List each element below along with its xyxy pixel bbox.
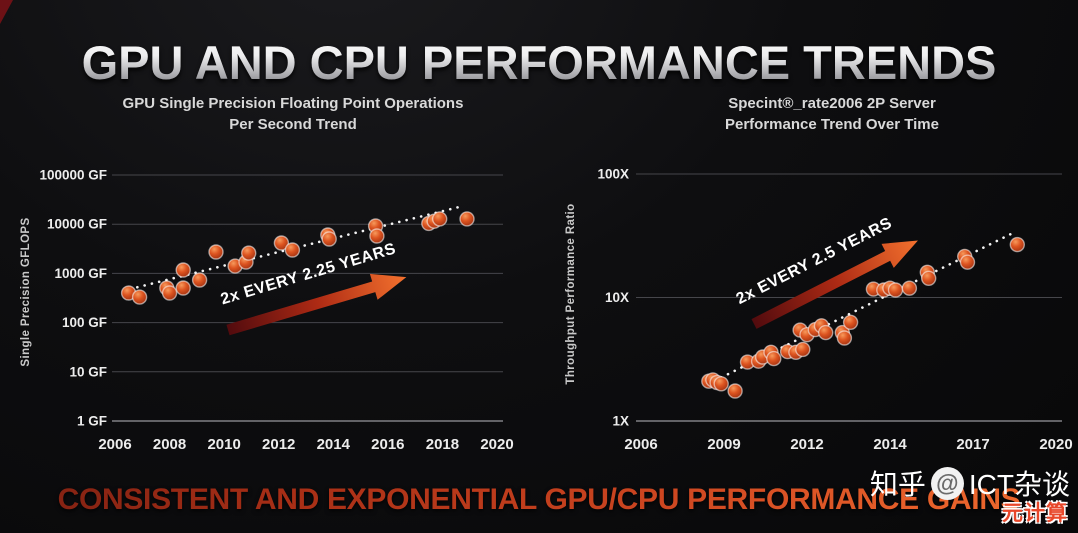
cpu-x-axis-labels: 2006 2009 2012 2014 2017 2020: [624, 436, 1072, 453]
data-point: [369, 228, 385, 244]
x-tick-label: 2006: [624, 436, 657, 453]
arrow-shape: [751, 240, 918, 329]
y-tick-label: 10000 GF: [47, 217, 107, 232]
watermark-handle: ICT杂谈: [968, 469, 1070, 500]
x-tick-label: 2020: [1039, 436, 1072, 453]
data-point: [842, 314, 859, 331]
cpu-chart-title-line2: Performance Trend Over Time: [725, 116, 939, 133]
arrow-shape: [226, 273, 407, 336]
x-tick-label: 2008: [153, 436, 186, 453]
data-point: [175, 262, 191, 278]
data-point: [208, 244, 224, 260]
x-tick-label: 2020: [480, 436, 513, 453]
page-title: GPU AND CPU PERFORMANCE TRENDS: [0, 32, 1078, 94]
x-tick-label: 2014: [873, 436, 907, 453]
x-tick-label: 2006: [98, 436, 131, 453]
data-point: [887, 282, 904, 298]
watermark-sub: 元计算: [1002, 502, 1068, 525]
x-tick-label: 2012: [790, 436, 823, 453]
corner-accent-triangle: [0, 0, 13, 24]
gpu-x-axis-labels: 2006 2008 2010 2012 2014 2016 2018 2020: [98, 436, 513, 453]
data-point: [240, 245, 257, 261]
data-point: [766, 350, 782, 367]
x-tick-label: 2018: [426, 436, 459, 453]
y-tick-label: 1X: [612, 414, 629, 429]
data-point: [959, 254, 976, 270]
cpu-chart-plot: 100X 10X 1X 2x EVERY 2.5 YEARS 2006 2009 201…: [597, 167, 1072, 454]
data-point: [321, 231, 337, 247]
x-tick-label: 2010: [207, 436, 240, 453]
gpu-chart-title-line2: Per Second Trend: [229, 116, 357, 133]
y-tick-label: 100X: [597, 167, 629, 182]
data-point: [459, 211, 475, 227]
at-glyph: @: [936, 469, 959, 496]
data-point: [273, 235, 290, 251]
data-point: [836, 330, 853, 346]
gpu-data-points: [120, 211, 475, 305]
data-point: [284, 242, 301, 258]
cpu-gridlines: 100X 10X 1X: [597, 167, 1062, 429]
data-point: [175, 280, 191, 296]
x-tick-label: 2012: [262, 436, 295, 453]
cpu-growth-arrow: 2x EVERY 2.5 YEARS: [734, 215, 918, 329]
y-tick-label: 1 GF: [77, 414, 107, 429]
data-point: [713, 376, 729, 392]
zhihu-at-icon: @: [930, 466, 964, 500]
data-point: [921, 270, 937, 287]
data-point: [795, 341, 811, 358]
x-tick-label: 2017: [956, 436, 989, 453]
data-point: [432, 211, 448, 227]
x-tick-label: 2009: [707, 436, 740, 453]
y-tick-label: 10 GF: [69, 364, 107, 379]
data-point: [161, 285, 178, 301]
gpu-trend-line: [128, 205, 463, 291]
trend-dotted-line: [128, 205, 463, 291]
watermark: 知乎 @ ICT杂谈: [870, 463, 1070, 503]
data-point: [191, 272, 208, 288]
x-tick-label: 2014: [317, 436, 351, 453]
data-point: [1009, 236, 1025, 253]
gpu-gridlines: 100000 GF 10000 GF 1000 GF 100 GF 10 GF 1 GF: [39, 168, 503, 429]
cpu-chart-title: Specint®_rate2006 2P Server Performance …: [612, 93, 1052, 135]
cpu-data-points: [701, 236, 1025, 399]
data-point: [131, 289, 148, 305]
data-point: [901, 280, 918, 296]
cpu-chart-title-line1: Specint®_rate2006 2P Server: [728, 95, 936, 112]
watermark-prefix: 知乎: [869, 469, 926, 500]
y-tick-label: 1000 GF: [54, 266, 107, 281]
y-tick-label: 100 GF: [62, 315, 107, 330]
footer-slogan: CONSISTENT AND EXPONENTIAL GPU/CPU PERFO…: [0, 483, 1078, 517]
x-tick-label: 2016: [371, 436, 404, 453]
y-tick-label: 10X: [605, 290, 629, 305]
y-tick-label: 100000 GF: [39, 168, 107, 183]
data-point: [727, 383, 743, 399]
data-point: [818, 324, 834, 341]
gpu-chart-title-line1: GPU Single Precision Floating Point Oper…: [122, 95, 464, 112]
gpu-chart-title: GPU Single Precision Floating Point Oper…: [68, 93, 518, 135]
